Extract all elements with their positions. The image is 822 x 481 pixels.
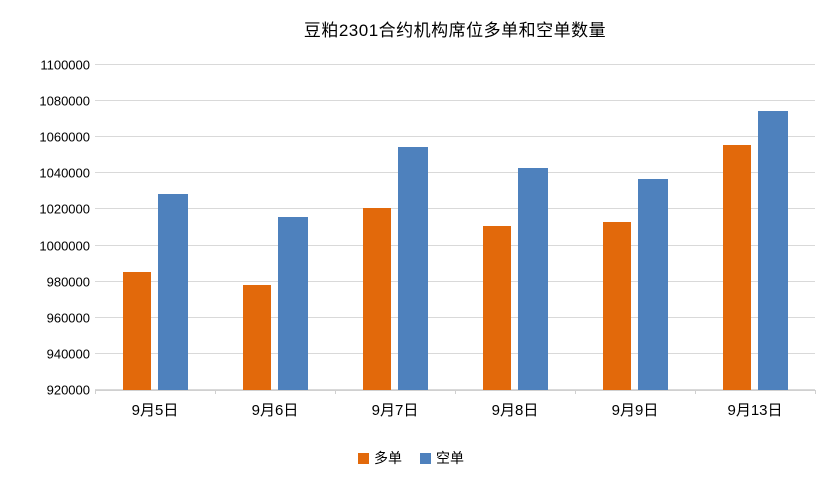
- bar-series2-cat5: [638, 178, 668, 390]
- legend-swatch-icon: [420, 452, 431, 464]
- legend: 多单 空单: [0, 448, 822, 468]
- y-axis-tick-label: 1100000: [40, 57, 90, 73]
- x-axis-tick-mark: [695, 390, 696, 394]
- legend-swatch-icon: [358, 452, 369, 464]
- bar-series2-cat1: [158, 194, 188, 390]
- x-axis-tick-label: 9月5日: [131, 402, 179, 419]
- gridline: [95, 316, 815, 318]
- x-axis-tick-label: 9月6日: [251, 402, 299, 419]
- y-axis-tick-label: 1080000: [39, 93, 90, 109]
- legend-label: 多单: [374, 450, 402, 466]
- x-axis-tick-mark: [215, 390, 216, 394]
- y-axis-tick-label: 1040000: [39, 165, 90, 181]
- bar-series2-cat3: [398, 147, 428, 390]
- y-axis-tick-label: 960000: [46, 310, 90, 326]
- y-axis-tick-label: 1060000: [39, 129, 90, 145]
- x-axis-tick-mark: [335, 390, 336, 394]
- bar-series1-cat4: [483, 225, 511, 390]
- x-axis-tick-mark: [815, 390, 816, 394]
- bar-series1-cat5: [603, 222, 631, 390]
- x-axis-tick-label: 9月7日: [371, 402, 419, 419]
- x-axis-tick-mark: [95, 390, 96, 394]
- gridline: [95, 64, 815, 65]
- bar-series2-cat2: [278, 216, 308, 390]
- bar-series1-cat6: [723, 145, 751, 390]
- bar-series1-cat3: [363, 207, 391, 390]
- x-axis-tick-label: 9月9日: [611, 402, 659, 419]
- chart-title: 豆粕2301合约机构席位多单和空单数量: [303, 21, 607, 40]
- gridline: [95, 136, 815, 138]
- y-axis-tick-label: 920000: [46, 382, 90, 398]
- y-axis-tick-label: 980000: [46, 274, 90, 290]
- x-axis-tick-mark: [455, 390, 456, 394]
- bar-series2-cat4: [518, 167, 548, 390]
- bar-series1-cat1: [123, 271, 151, 390]
- legend-item-series1: 多单: [358, 448, 402, 468]
- y-axis-tick-label: 1020000: [39, 201, 90, 217]
- bar-series2-cat6: [758, 111, 788, 390]
- x-axis-tick-mark: [575, 390, 576, 394]
- y-axis-tick-label: 940000: [46, 346, 90, 362]
- y-axis-tick-label: 1000000: [39, 238, 90, 254]
- legend-label: 空单: [436, 450, 464, 466]
- gridline: [95, 100, 815, 102]
- gridline: [95, 280, 815, 282]
- gridline: [95, 172, 815, 174]
- x-axis-tick-label: 9月8日: [491, 402, 539, 419]
- x-axis-tick-label: 9月13日: [727, 402, 783, 419]
- gridline: [95, 389, 815, 390]
- gridline: [95, 208, 815, 210]
- legend-item-series2: 空单: [420, 448, 464, 468]
- gridline: [95, 352, 815, 354]
- gridline: [95, 244, 815, 246]
- plot-area: [95, 64, 816, 394]
- bar-series1-cat2: [243, 285, 271, 390]
